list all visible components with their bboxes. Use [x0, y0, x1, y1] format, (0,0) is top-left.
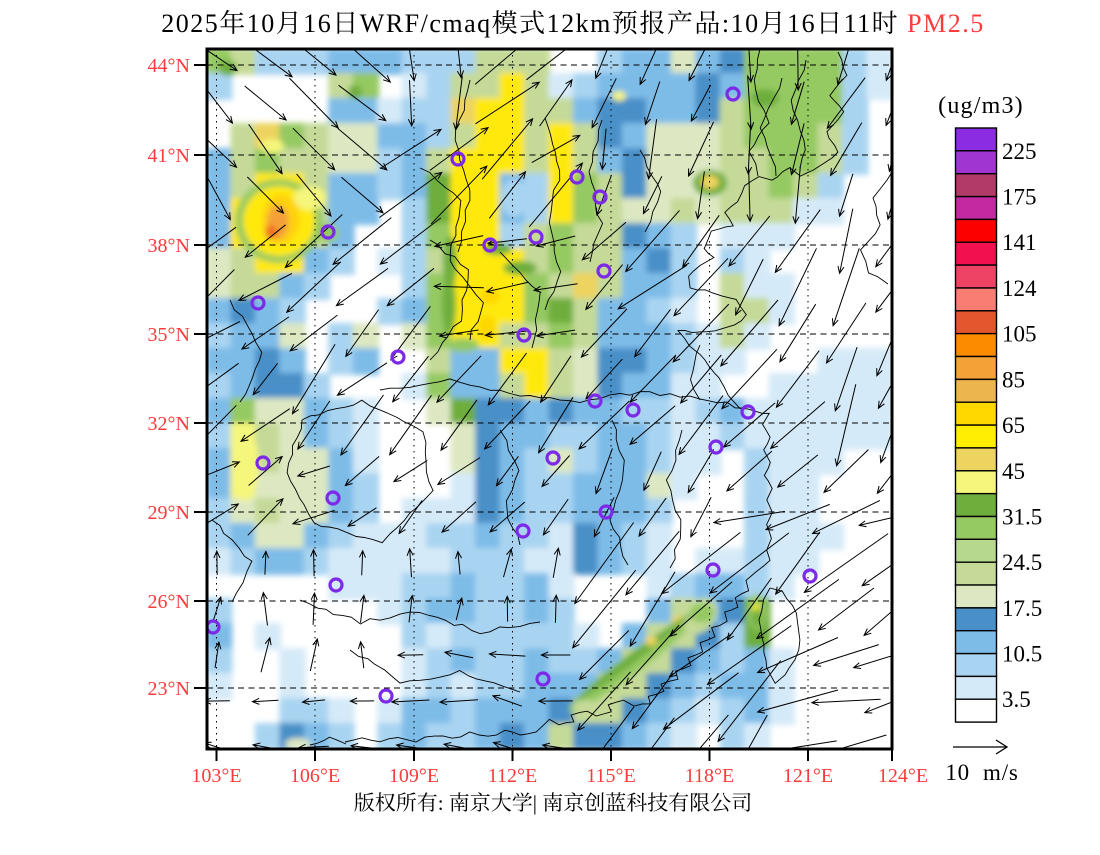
svg-text:106°E: 106°E — [290, 759, 340, 788]
svg-text:31.5: 31.5 — [1002, 499, 1042, 532]
svg-text:109°E: 109°E — [389, 759, 439, 788]
svg-text:38°N: 38°N — [148, 229, 190, 258]
svg-text:105: 105 — [1002, 316, 1037, 349]
svg-text:85: 85 — [1002, 361, 1025, 394]
svg-text:版权所有: 南京大学| 南京创蓝科技有限公司: 版权所有: 南京大学| 南京创蓝科技有限公司 — [354, 787, 753, 817]
svg-text:3.5: 3.5 — [1002, 681, 1031, 714]
svg-text:141: 141 — [1002, 224, 1037, 257]
svg-text:103°E: 103°E — [191, 759, 241, 788]
svg-text:29°N: 29°N — [148, 496, 190, 525]
svg-text:35°N: 35°N — [148, 318, 190, 347]
svg-text:65: 65 — [1002, 407, 1025, 440]
svg-text:10 m/s: 10 m/s — [945, 754, 1018, 787]
svg-text:112°E: 112°E — [488, 759, 537, 788]
svg-text:45: 45 — [1002, 453, 1025, 486]
svg-text:225: 225 — [1002, 133, 1037, 166]
svg-text:115°E: 115°E — [586, 759, 635, 788]
svg-text:17.5: 17.5 — [1002, 590, 1042, 623]
svg-text:124°E: 124°E — [878, 759, 928, 788]
svg-text:24.5: 24.5 — [1002, 544, 1042, 577]
svg-text:175: 175 — [1002, 179, 1037, 212]
svg-text:124: 124 — [1002, 270, 1037, 303]
svg-text:26°N: 26°N — [148, 585, 190, 614]
svg-text:10.5: 10.5 — [1002, 636, 1042, 669]
svg-text:41°N: 41°N — [148, 139, 190, 168]
svg-text:121°E: 121°E — [783, 759, 833, 788]
svg-text:32°N: 32°N — [148, 407, 190, 436]
svg-text:(ug/m3): (ug/m3) — [938, 85, 1024, 120]
svg-text:2025年10月16日WRF/cmaq模式12km预报产品:: 2025年10月16日WRF/cmaq模式12km预报产品:10月16日11时 … — [161, 3, 984, 40]
svg-text:44°N: 44°N — [148, 49, 190, 78]
svg-text:118°E: 118°E — [685, 759, 734, 788]
svg-text:23°N: 23°N — [148, 672, 190, 701]
